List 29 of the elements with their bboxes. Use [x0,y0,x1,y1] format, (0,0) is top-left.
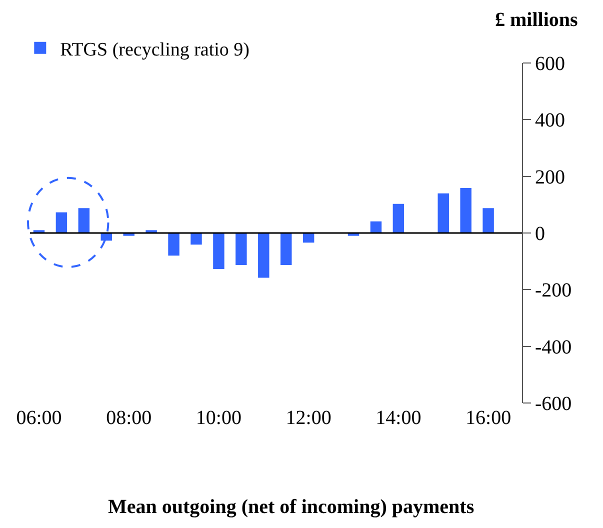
bar [438,193,449,233]
y-tick-label: 600 [535,53,565,75]
x-tick-label: 10:00 [196,407,242,429]
y-axis-title: £ millions [495,9,578,31]
bar [258,233,270,278]
bar [280,233,292,266]
y-tick-label: 0 [535,223,545,245]
bar [460,188,472,233]
legend-label: RTGS (recycling ratio 9) [60,39,250,60]
bar [370,221,382,233]
bar [236,233,247,266]
bar [482,208,494,233]
bar [78,208,90,233]
y-tick-label: -600 [535,393,572,415]
bar [56,212,68,233]
x-tick-label: 12:00 [286,407,332,429]
x-tick-label: 16:00 [466,407,512,429]
bar [168,233,180,256]
y-tick-label: -400 [535,336,572,358]
x-tick-label: 14:00 [376,407,422,429]
bar [190,233,202,245]
y-tick-label: 400 [535,110,565,132]
x-tick-label: 08:00 [106,407,152,429]
bar [392,204,404,233]
y-tick-label: 200 [535,166,565,188]
y-tick-label: -200 [535,280,572,302]
x-axis-title: Mean outgoing (net of incoming) payments [108,496,474,518]
bar [213,233,224,269]
x-tick-label: 06:00 [16,407,62,429]
